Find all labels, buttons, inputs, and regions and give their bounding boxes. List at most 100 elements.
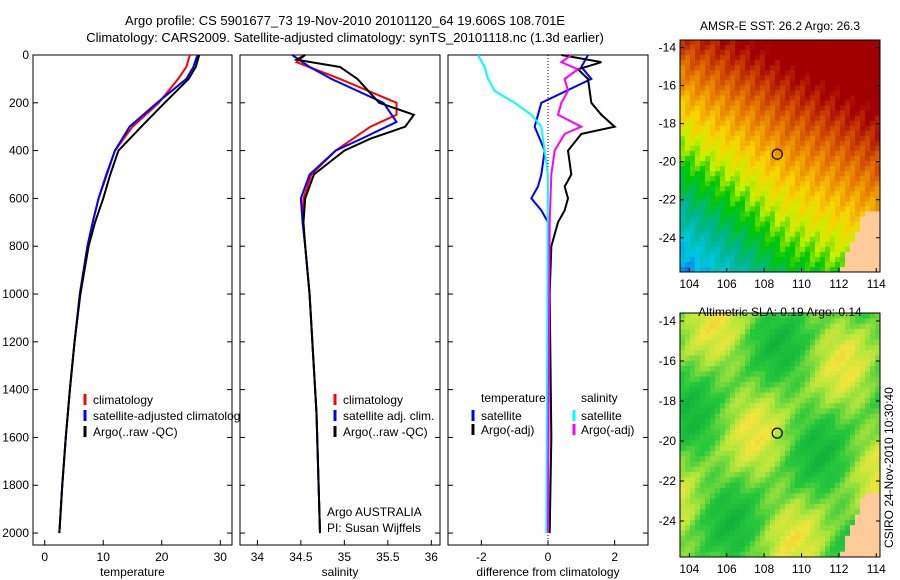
- map-cell: [830, 80, 836, 86]
- map-cell: [805, 50, 811, 56]
- map-cell: [690, 55, 696, 61]
- map-cell: [690, 40, 696, 46]
- map-cell: [780, 196, 786, 202]
- map-cell: [860, 266, 866, 273]
- map-cell: [860, 334, 866, 341]
- map-cell: [800, 95, 806, 102]
- legend-label: satellite-adjusted climatology: [93, 409, 246, 423]
- map-cell: [745, 339, 751, 346]
- map-cell: [720, 535, 726, 542]
- map-cell: [695, 70, 701, 76]
- map-cell: [690, 130, 696, 137]
- map-cell: [795, 75, 801, 81]
- map-cell: [760, 261, 766, 268]
- map-cell: [725, 535, 731, 542]
- map-cell: [810, 535, 816, 542]
- map-cell: [830, 456, 836, 463]
- map-cell: [815, 445, 821, 452]
- map-cell: [740, 156, 746, 162]
- map-cell: [815, 236, 821, 243]
- map-cell: [775, 493, 781, 500]
- map-cell: [835, 226, 841, 233]
- map-cell: [765, 211, 771, 218]
- map-cell: [815, 130, 821, 137]
- map-cell: [860, 355, 866, 362]
- legend-label: Argo(..raw -QC): [93, 425, 178, 439]
- map-cell: [830, 166, 836, 172]
- map-cell: [685, 211, 691, 218]
- map-cell: [775, 95, 781, 102]
- map-cell: [710, 541, 716, 547]
- map-cell: [815, 95, 821, 102]
- map-cell: [730, 75, 736, 81]
- map-cell: [690, 408, 696, 415]
- map-cell: [730, 503, 736, 510]
- map-cell: [845, 466, 851, 473]
- map-cell: [695, 530, 701, 537]
- legend-label: satellite adj. clim.: [343, 409, 434, 423]
- map-cell: [860, 482, 866, 489]
- map-cell: [820, 360, 826, 367]
- map-cell: [690, 440, 696, 447]
- map-cell: [695, 541, 701, 547]
- map-cell: [795, 236, 801, 243]
- map-cell: [870, 535, 876, 542]
- map-cell: [720, 466, 726, 473]
- map-cell: [865, 371, 871, 378]
- map-cell: [800, 535, 806, 542]
- map-cell: [755, 45, 761, 51]
- map-cell: [690, 171, 696, 177]
- map-cell: [750, 196, 756, 202]
- map-cell: [860, 261, 866, 268]
- map-cell: [800, 318, 806, 325]
- map-cell: [765, 413, 771, 420]
- map-cell: [780, 551, 786, 558]
- map-cell: [795, 80, 801, 86]
- map-cell: [805, 70, 811, 76]
- map-cell: [855, 40, 861, 46]
- map-cell: [680, 110, 686, 117]
- map-cell: [810, 236, 816, 243]
- map-cell: [690, 323, 696, 330]
- map-cell: [710, 355, 716, 362]
- map-cell: [780, 344, 786, 351]
- map-cell: [735, 161, 741, 167]
- map-cell: [870, 181, 876, 187]
- map-cell: [710, 424, 716, 431]
- map-cell: [700, 366, 706, 372]
- map-cell: [695, 125, 701, 132]
- map-cell: [765, 231, 771, 238]
- map-cell: [790, 318, 796, 325]
- map-cell: [865, 45, 871, 51]
- map-cell: [815, 166, 821, 172]
- map-cell: [700, 161, 706, 167]
- map-cell: [700, 429, 706, 436]
- map-cell: [740, 456, 746, 463]
- map-cell: [815, 100, 821, 107]
- map-cell: [745, 482, 751, 489]
- map-cell: [805, 450, 811, 457]
- map-cell: [715, 445, 721, 452]
- map-cell: [755, 551, 761, 558]
- map-cell: [720, 339, 726, 346]
- map-cell: [725, 530, 731, 537]
- map-cell: [700, 328, 706, 335]
- map-cell: [755, 445, 761, 452]
- map-cell: [835, 376, 841, 383]
- map-cell: [715, 387, 721, 394]
- x-tick-label: 114: [867, 277, 886, 291]
- map-cell: [790, 509, 796, 516]
- map-cell: [685, 535, 691, 542]
- x-tick-label: 112: [829, 562, 848, 576]
- map-cell: [830, 50, 836, 56]
- map-cell: [780, 318, 786, 325]
- map-cell: [725, 55, 731, 61]
- map-cell: [750, 156, 756, 162]
- map-cell: [705, 514, 711, 521]
- map-cell: [870, 435, 876, 441]
- map-cell: [730, 85, 736, 91]
- map-cell: [755, 216, 761, 223]
- map-cell: [685, 339, 691, 346]
- map-cell: [770, 231, 776, 238]
- map-cell: [780, 236, 786, 243]
